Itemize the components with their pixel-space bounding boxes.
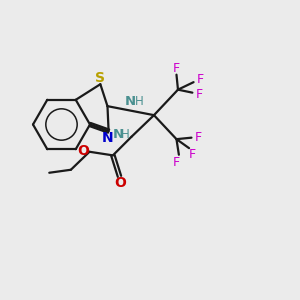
Text: O: O: [114, 176, 126, 190]
Text: S: S: [95, 70, 105, 85]
Text: F: F: [172, 156, 179, 169]
Text: F: F: [196, 73, 204, 86]
Text: F: F: [188, 148, 196, 161]
Text: H: H: [135, 95, 143, 108]
Text: F: F: [194, 131, 202, 144]
Text: F: F: [195, 88, 203, 101]
Text: N: N: [102, 131, 114, 145]
Text: O: O: [77, 144, 89, 158]
Text: N: N: [113, 128, 124, 141]
Text: H: H: [121, 128, 129, 141]
Text: F: F: [173, 61, 180, 75]
Text: N: N: [125, 95, 136, 108]
